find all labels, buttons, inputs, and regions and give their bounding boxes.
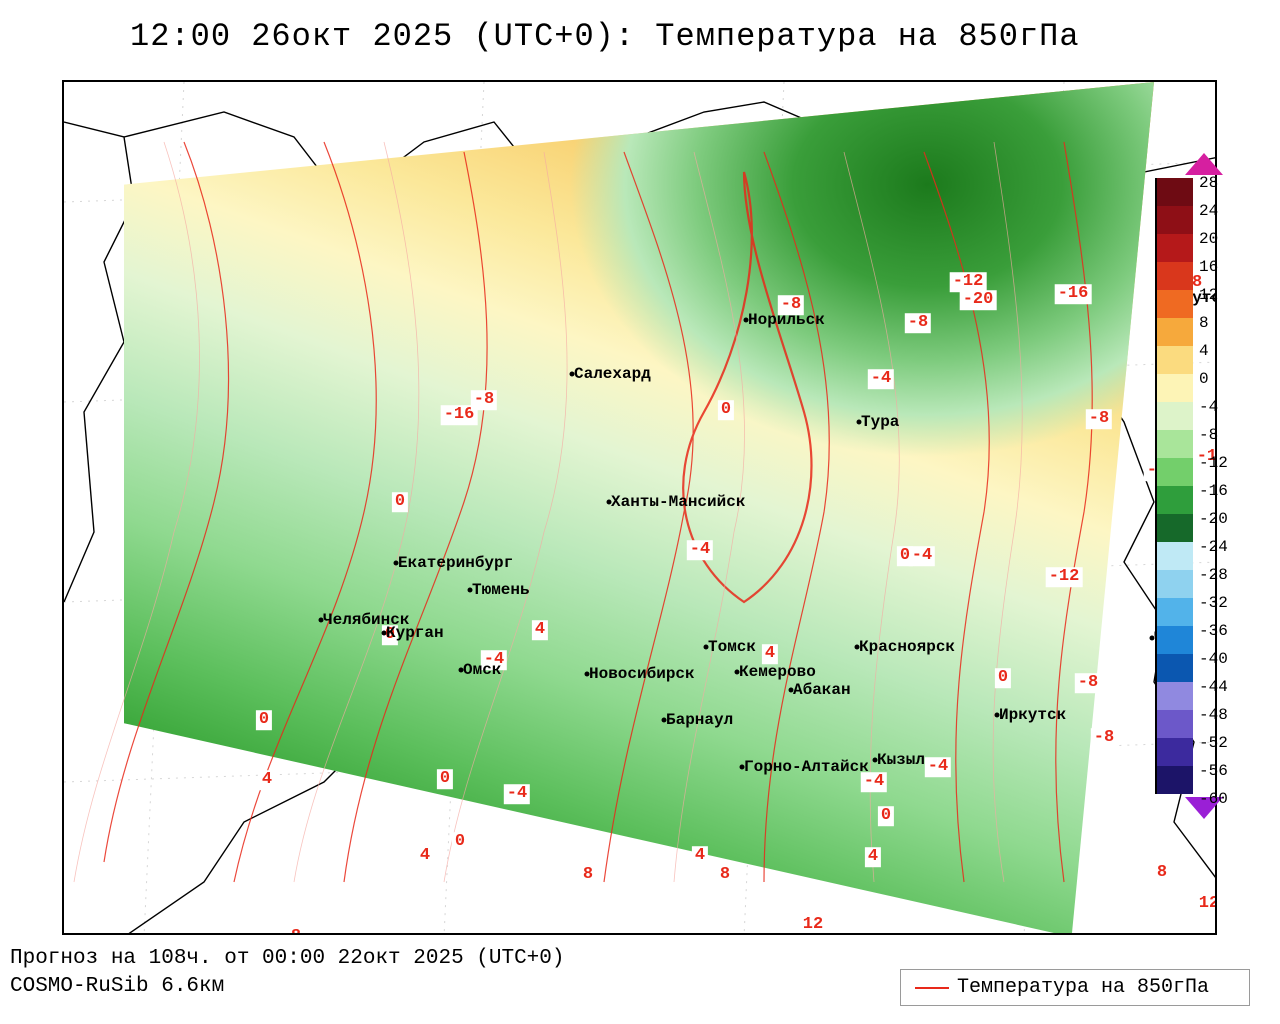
isotherm-label-18: -4 — [687, 540, 713, 560]
city-label-Абакан: Абакан — [793, 681, 851, 699]
city-label-Норильск: Норильск — [748, 311, 825, 329]
isotherm-label-22: -4 — [504, 784, 530, 804]
city-label-Красноярск: Красноярск — [859, 638, 955, 656]
scale-tick-neg32: -32 — [1195, 594, 1228, 612]
city-label-Новосибирск: Новосибирск — [589, 665, 695, 683]
scale-tick-neg56: -56 — [1195, 762, 1228, 780]
scale-tick-neg20: -20 — [1195, 510, 1228, 528]
scale-tick-neg36: -36 — [1195, 622, 1228, 640]
isotherm-label-29: -4 — [925, 757, 951, 777]
isotherm-label-19: 0 — [897, 546, 913, 566]
isotherm-label-1: -12 — [950, 272, 987, 292]
scale-tick-8: 8 — [1195, 314, 1209, 332]
isotherm-label-11: -4 — [868, 369, 894, 389]
legend-key-label: Температура на 850гПа — [957, 976, 1209, 999]
page-title: 12:00 26окт 2025 (UTC+0): Температура на… — [130, 18, 1080, 55]
city-label-Томск: Томск — [708, 638, 756, 656]
isotherm-label-39: 4 — [865, 847, 881, 867]
scale-tick-neg12: -12 — [1195, 454, 1228, 472]
isotherm-label-37: 4 — [417, 846, 433, 866]
isotherm-label-3: -16 — [1055, 284, 1092, 304]
city-label-Кызыл: Кызыл — [877, 751, 925, 769]
scale-tick-neg48: -48 — [1195, 706, 1228, 724]
model-line: COSMO-RuSib 6.6км — [10, 973, 565, 1001]
legend-swatches: 28 24 20 16 12 8 4 0 -4 -8 -12 -16 -20 -… — [1155, 178, 1250, 794]
isotherm-label-40: 8 — [580, 865, 596, 885]
scale-tick-12: 12 — [1195, 286, 1218, 304]
isotherm-label-42: 8 — [1154, 863, 1170, 883]
isotherm-label-12: 0 — [718, 400, 734, 420]
isotherm-label-8: -8 — [1086, 409, 1112, 429]
city-label-Тюмень: Тюмень — [472, 581, 530, 599]
city-label-Курган: Курган — [386, 624, 444, 642]
scale-tick-24: 24 — [1195, 202, 1218, 220]
map-panel: -8-12-20-16-16-8-8-8-8-8-16-40-8-160-8-4… — [62, 80, 1217, 935]
isotherm-label-15: 0 — [392, 492, 408, 512]
isotherm-label-24: 4 — [762, 644, 778, 664]
isotherm-label-38: 4 — [692, 846, 708, 866]
isotherm-label-32: 0 — [256, 710, 272, 730]
scale-tick-neg8: -8 — [1195, 426, 1218, 444]
isotherm-label-7: -8 — [471, 390, 497, 410]
isotherm-label-23: 4 — [532, 620, 548, 640]
city-label-Тура: Тура — [861, 413, 899, 431]
city-label-Омск: Омск — [463, 661, 501, 679]
color-scale-legend: 28 24 20 16 12 8 4 0 -4 -8 -12 -16 -20 -… — [1155, 150, 1250, 822]
scale-tick-20: 20 — [1195, 230, 1218, 248]
legend-key-box: Температура на 850гПа — [900, 969, 1250, 1006]
city-label-Ханты-Мансийск: Ханты-Мансийск — [611, 493, 745, 511]
isotherm-line-swatch — [915, 987, 949, 989]
forecast-line: Прогноз на 108ч. от 00:00 22окт 2025 (UT… — [10, 945, 565, 973]
scale-tick-neg44: -44 — [1195, 678, 1228, 696]
isotherm-label-45: 8 — [288, 927, 304, 935]
scale-tick-neg52: -52 — [1195, 734, 1228, 752]
scale-tick-neg28: -28 — [1195, 566, 1228, 584]
scale-tick-4: 4 — [1195, 342, 1209, 360]
isotherm-label-44: 12 — [800, 915, 826, 935]
isotherm-label-36: 0 — [452, 832, 468, 852]
isotherm-label-34: 0 — [437, 769, 453, 789]
isotherm-label-26: 0 — [878, 806, 894, 826]
city-label-Екатеринбург: Екатеринбург — [398, 554, 513, 572]
scale-tick-neg24: -24 — [1195, 538, 1228, 556]
isotherm-label-2: -20 — [960, 290, 997, 310]
isotherm-label-6: -8 — [905, 313, 931, 333]
city-label-Иркутск: Иркутск — [999, 706, 1066, 724]
isotherm-label-28: -8 — [1075, 673, 1101, 693]
city-label-Салехард: Салехард — [574, 365, 651, 383]
scale-tick-neg40: -40 — [1195, 650, 1228, 668]
isotherm-label-43: 12 — [1196, 894, 1217, 914]
scale-tick-28: 28 — [1195, 174, 1218, 192]
scale-tick-neg16: -16 — [1195, 482, 1228, 500]
city-label-Кемерово: Кемерово — [739, 663, 816, 681]
city-label-Барнаул: Барнаул — [666, 711, 733, 729]
forecast-footer: Прогноз на 108ч. от 00:00 22окт 2025 (UT… — [10, 945, 565, 1002]
isotherm-label-27: -8 — [1091, 728, 1117, 748]
isotherm-label-41: 8 — [717, 865, 733, 885]
scale-top-arrow — [1185, 153, 1223, 175]
scale-tick-neg60: -60 — [1195, 790, 1228, 808]
isotherm-label-35: 4 — [259, 770, 275, 790]
isotherm-label-25: 0 — [995, 668, 1011, 688]
scale-tick-neg4: -4 — [1195, 398, 1218, 416]
city-label-Горно-Алтайск: Горно-Алтайск — [744, 758, 869, 776]
scale-tick-16: 16 — [1195, 258, 1218, 276]
scale-tick-0: 0 — [1195, 370, 1209, 388]
isotherm-label-31: -12 — [1046, 567, 1083, 587]
